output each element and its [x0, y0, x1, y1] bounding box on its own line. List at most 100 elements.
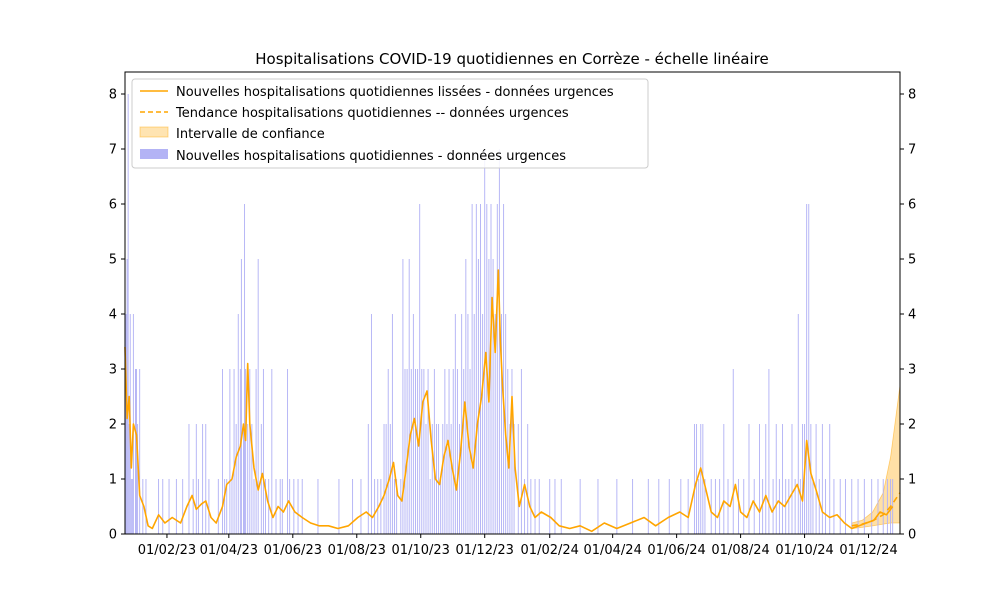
daily-bar — [135, 369, 136, 534]
daily-bar — [498, 149, 500, 534]
daily-bar — [205, 424, 207, 534]
y-tick-label: 5 — [109, 253, 117, 268]
legend-label-bars: Nouvelles hospitalisations quotidiennes … — [176, 149, 566, 164]
daily-bar — [139, 369, 141, 534]
daily-bar — [233, 369, 235, 534]
daily-bar — [162, 479, 164, 534]
daily-bar — [352, 479, 354, 534]
x-tick-label: 01/04/24 — [583, 543, 641, 558]
daily-bar — [217, 479, 219, 534]
daily-bar — [482, 314, 484, 534]
daily-bar — [461, 314, 463, 534]
daily-bar — [396, 479, 398, 534]
legend-band-swatch — [139, 126, 169, 138]
daily-bar — [127, 94, 129, 534]
daily-bar — [851, 479, 853, 534]
daily-bar — [145, 479, 147, 534]
daily-bar — [714, 479, 716, 534]
daily-bar — [370, 314, 372, 534]
daily-bar — [597, 479, 599, 534]
daily-bar — [738, 479, 739, 534]
daily-bar — [265, 479, 266, 534]
daily-bar — [394, 479, 395, 534]
daily-bar — [406, 369, 408, 534]
daily-bar — [202, 424, 204, 534]
y-tick-label-right: 8 — [908, 88, 916, 103]
daily-bar — [360, 479, 362, 534]
daily-bar — [125, 314, 127, 534]
y-tick-label-right: 5 — [908, 253, 916, 268]
daily-bar — [772, 479, 774, 534]
y-tick-label: 0 — [109, 528, 117, 543]
daily-bar — [616, 479, 618, 534]
y-tick-label: 4 — [109, 308, 117, 323]
daily-bar — [475, 204, 477, 534]
daily-bar — [391, 314, 393, 534]
daily-bar — [802, 424, 803, 534]
daily-bar — [473, 314, 475, 534]
daily-bar — [222, 369, 223, 534]
daily-bar — [710, 479, 712, 534]
y-tick-label: 2 — [109, 418, 117, 433]
daily-bar — [131, 479, 133, 534]
x-tick-label: 01/02/24 — [521, 543, 579, 558]
x-tick-label: 01/04/23 — [200, 543, 258, 558]
x-tick-label: 01/06/23 — [264, 543, 322, 558]
daily-bar — [431, 424, 433, 534]
daily-bar — [797, 314, 799, 534]
daily-bar — [534, 479, 536, 534]
legend-label-smoothed: Nouvelles hospitalisations quotidiennes … — [176, 85, 614, 100]
daily-bar — [465, 259, 467, 534]
legend: Nouvelles hospitalisations quotidiennes … — [131, 78, 649, 169]
daily-bar — [182, 479, 184, 534]
smoothed-line — [124, 269, 894, 533]
y-tick-label-right: 7 — [908, 143, 916, 158]
daily-bar — [387, 369, 389, 534]
daily-bar — [882, 479, 884, 534]
daily-bar — [137, 424, 139, 534]
daily-bar — [723, 424, 725, 534]
plot-frame — [124, 71, 901, 535]
daily-bar — [753, 479, 755, 534]
daily-bar — [255, 369, 257, 534]
daily-bar — [877, 479, 879, 534]
y-tick-label: 7 — [109, 143, 117, 158]
daily-bar — [415, 369, 416, 534]
daily-bar — [385, 424, 387, 534]
daily-bar — [658, 479, 660, 534]
daily-bar — [408, 259, 410, 534]
legend-box — [131, 78, 649, 169]
daily-bar — [231, 479, 233, 534]
daily-bar — [417, 369, 419, 534]
daily-bar — [554, 479, 556, 534]
daily-bar — [839, 479, 841, 534]
daily-bar — [560, 479, 562, 534]
daily-bar — [459, 424, 461, 534]
x-tick-label: 01/10/23 — [392, 543, 450, 558]
daily-bar — [765, 424, 767, 534]
x-tick-label: 01/12/23 — [456, 543, 514, 558]
daily-bar — [704, 479, 706, 534]
daily-bar — [195, 424, 197, 534]
daily-bar — [367, 424, 369, 534]
y-tick-label-right: 6 — [908, 198, 916, 213]
daily-bar — [794, 479, 796, 534]
x-axis: 01/02/23 01/04/23 01/06/23 01/08/23 01/10/23… — [138, 534, 898, 558]
y-tick-label: 8 — [109, 88, 117, 103]
daily-bar — [383, 424, 385, 534]
daily-bar — [446, 424, 448, 534]
daily-bar — [647, 479, 649, 534]
daily-bar — [791, 424, 793, 534]
daily-bar — [438, 424, 440, 534]
daily-bar — [467, 314, 469, 534]
daily-bar — [698, 479, 700, 534]
daily-bar — [759, 424, 760, 534]
daily-bar — [142, 479, 144, 534]
daily-bar — [668, 479, 670, 534]
y-axis-right: 0 1 2 3 4 5 6 7 8 — [900, 88, 916, 543]
daily-bar — [251, 424, 253, 534]
daily-bar — [513, 424, 515, 534]
daily-bar — [484, 149, 486, 534]
daily-bar — [429, 479, 431, 534]
daily-bar — [503, 204, 505, 534]
